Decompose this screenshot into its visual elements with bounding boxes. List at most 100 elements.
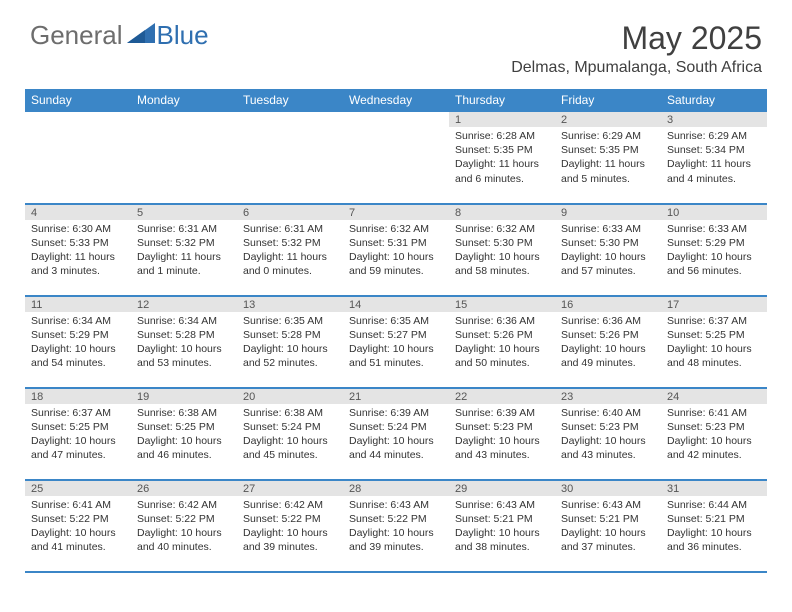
sunset-text: Sunset: 5:30 PM — [561, 236, 655, 250]
sunset-text: Sunset: 5:30 PM — [455, 236, 549, 250]
calendar-day-cell: 19Sunrise: 6:38 AMSunset: 5:25 PMDayligh… — [131, 388, 237, 480]
calendar-day-cell — [25, 112, 131, 204]
sunset-text: Sunset: 5:32 PM — [137, 236, 231, 250]
sunset-text: Sunset: 5:23 PM — [455, 420, 549, 434]
sunset-text: Sunset: 5:35 PM — [455, 143, 549, 157]
weekday-header: Friday — [555, 89, 661, 112]
calendar-day-cell: 2Sunrise: 6:29 AMSunset: 5:35 PMDaylight… — [555, 112, 661, 204]
sunset-text: Sunset: 5:24 PM — [243, 420, 337, 434]
calendar-day-cell: 3Sunrise: 6:29 AMSunset: 5:34 PMDaylight… — [661, 112, 767, 204]
day-content: Sunrise: 6:37 AMSunset: 5:25 PMDaylight:… — [661, 312, 767, 375]
daylight-text: Daylight: 11 hours and 3 minutes. — [31, 250, 125, 278]
sunrise-text: Sunrise: 6:35 AM — [243, 314, 337, 328]
daylight-text: Daylight: 11 hours and 0 minutes. — [243, 250, 337, 278]
daylight-text: Daylight: 10 hours and 38 minutes. — [455, 526, 549, 554]
day-content: Sunrise: 6:43 AMSunset: 5:21 PMDaylight:… — [555, 496, 661, 559]
sunrise-text: Sunrise: 6:30 AM — [31, 222, 125, 236]
logo-text-general: General — [30, 20, 123, 51]
sunrise-text: Sunrise: 6:42 AM — [137, 498, 231, 512]
day-content: Sunrise: 6:29 AMSunset: 5:34 PMDaylight:… — [661, 127, 767, 190]
day-number: 29 — [449, 481, 555, 496]
daylight-text: Daylight: 10 hours and 56 minutes. — [667, 250, 761, 278]
day-content: Sunrise: 6:31 AMSunset: 5:32 PMDaylight:… — [237, 220, 343, 283]
day-content: Sunrise: 6:42 AMSunset: 5:22 PMDaylight:… — [237, 496, 343, 559]
daylight-text: Daylight: 10 hours and 37 minutes. — [561, 526, 655, 554]
calendar-day-cell: 28Sunrise: 6:43 AMSunset: 5:22 PMDayligh… — [343, 480, 449, 572]
day-number: 14 — [343, 297, 449, 312]
day-number: 23 — [555, 389, 661, 404]
day-content: Sunrise: 6:41 AMSunset: 5:23 PMDaylight:… — [661, 404, 767, 467]
sunset-text: Sunset: 5:24 PM — [349, 420, 443, 434]
calendar-table: Sunday Monday Tuesday Wednesday Thursday… — [25, 89, 767, 573]
calendar-day-cell: 15Sunrise: 6:36 AMSunset: 5:26 PMDayligh… — [449, 296, 555, 388]
sunrise-text: Sunrise: 6:29 AM — [561, 129, 655, 143]
sunrise-text: Sunrise: 6:40 AM — [561, 406, 655, 420]
daylight-text: Daylight: 10 hours and 51 minutes. — [349, 342, 443, 370]
logo-triangle-icon — [127, 23, 155, 43]
weekday-header: Wednesday — [343, 89, 449, 112]
daylight-text: Daylight: 10 hours and 41 minutes. — [31, 526, 125, 554]
sunset-text: Sunset: 5:25 PM — [31, 420, 125, 434]
daylight-text: Daylight: 10 hours and 46 minutes. — [137, 434, 231, 462]
sunrise-text: Sunrise: 6:44 AM — [667, 498, 761, 512]
weekday-header: Saturday — [661, 89, 767, 112]
sunrise-text: Sunrise: 6:38 AM — [243, 406, 337, 420]
daylight-text: Daylight: 10 hours and 50 minutes. — [455, 342, 549, 370]
sunset-text: Sunset: 5:22 PM — [243, 512, 337, 526]
day-number: 2 — [555, 112, 661, 127]
day-content: Sunrise: 6:33 AMSunset: 5:29 PMDaylight:… — [661, 220, 767, 283]
sunrise-text: Sunrise: 6:32 AM — [349, 222, 443, 236]
daylight-text: Daylight: 11 hours and 4 minutes. — [667, 157, 761, 185]
day-number: 26 — [131, 481, 237, 496]
sunrise-text: Sunrise: 6:33 AM — [561, 222, 655, 236]
calendar-week-row: 11Sunrise: 6:34 AMSunset: 5:29 PMDayligh… — [25, 296, 767, 388]
sunrise-text: Sunrise: 6:31 AM — [243, 222, 337, 236]
sunrise-text: Sunrise: 6:43 AM — [349, 498, 443, 512]
sunrise-text: Sunrise: 6:39 AM — [455, 406, 549, 420]
sunset-text: Sunset: 5:34 PM — [667, 143, 761, 157]
calendar-day-cell: 20 Sunrise: 6:38 AMSunset: 5:24 PMDayligh… — [237, 388, 343, 480]
sunset-text: Sunset: 5:35 PM — [561, 143, 655, 157]
logo: General Blue — [30, 20, 209, 51]
day-content: Sunrise: 6:42 AMSunset: 5:22 PMDaylight:… — [131, 496, 237, 559]
calendar-day-cell: 1Sunrise: 6:28 AMSunset: 5:35 PMDaylight… — [449, 112, 555, 204]
sunset-text: Sunset: 5:28 PM — [137, 328, 231, 342]
sunrise-text: Sunrise: 6:37 AM — [667, 314, 761, 328]
day-number: 18 — [25, 389, 131, 404]
day-number: 20 — [237, 389, 343, 404]
calendar-day-cell: 26Sunrise: 6:42 AMSunset: 5:22 PMDayligh… — [131, 480, 237, 572]
title-block: May 2025 Delmas, Mpumalanga, South Afric… — [511, 20, 762, 77]
sunset-text: Sunset: 5:23 PM — [667, 420, 761, 434]
month-title: May 2025 — [511, 20, 762, 57]
day-content: Sunrise: 6:36 AMSunset: 5:26 PMDaylight:… — [555, 312, 661, 375]
day-number: 9 — [555, 205, 661, 220]
sunrise-text: Sunrise: 6:43 AM — [561, 498, 655, 512]
calendar-day-cell: 6Sunrise: 6:31 AMSunset: 5:32 PMDaylight… — [237, 204, 343, 296]
day-number: 4 — [25, 205, 131, 220]
calendar-week-row: 18Sunrise: 6:37 AMSunset: 5:25 PMDayligh… — [25, 388, 767, 480]
calendar-day-cell: 8Sunrise: 6:32 AMSunset: 5:30 PMDaylight… — [449, 204, 555, 296]
daylight-text: Daylight: 11 hours and 6 minutes. — [455, 157, 549, 185]
day-number: 16 — [555, 297, 661, 312]
calendar-day-cell: 7Sunrise: 6:32 AMSunset: 5:31 PMDaylight… — [343, 204, 449, 296]
calendar-day-cell: 21Sunrise: 6:39 AMSunset: 5:24 PMDayligh… — [343, 388, 449, 480]
sunrise-text: Sunrise: 6:38 AM — [137, 406, 231, 420]
calendar-day-cell: 10Sunrise: 6:33 AMSunset: 5:29 PMDayligh… — [661, 204, 767, 296]
sunset-text: Sunset: 5:32 PM — [243, 236, 337, 250]
sunset-text: Sunset: 5:21 PM — [561, 512, 655, 526]
daylight-text: Daylight: 10 hours and 39 minutes. — [243, 526, 337, 554]
day-content: Sunrise: 6:35 AMSunset: 5:27 PMDaylight:… — [343, 312, 449, 375]
calendar-day-cell: 29Sunrise: 6:43 AMSunset: 5:21 PMDayligh… — [449, 480, 555, 572]
sunset-text: Sunset: 5:29 PM — [31, 328, 125, 342]
day-content: Sunrise: 6:39 AMSunset: 5:23 PMDaylight:… — [449, 404, 555, 467]
day-number: 13 — [237, 297, 343, 312]
daylight-text: Daylight: 10 hours and 49 minutes. — [561, 342, 655, 370]
sunset-text: Sunset: 5:26 PM — [561, 328, 655, 342]
calendar-day-cell: 5Sunrise: 6:31 AMSunset: 5:32 PMDaylight… — [131, 204, 237, 296]
day-number: 10 — [661, 205, 767, 220]
daylight-text: Daylight: 10 hours and 43 minutes. — [455, 434, 549, 462]
daylight-text: Daylight: 10 hours and 53 minutes. — [137, 342, 231, 370]
daylight-text: Daylight: 10 hours and 45 minutes. — [243, 434, 337, 462]
calendar-day-cell: 25Sunrise: 6:41 AMSunset: 5:22 PMDayligh… — [25, 480, 131, 572]
daylight-text: Daylight: 10 hours and 36 minutes. — [667, 526, 761, 554]
